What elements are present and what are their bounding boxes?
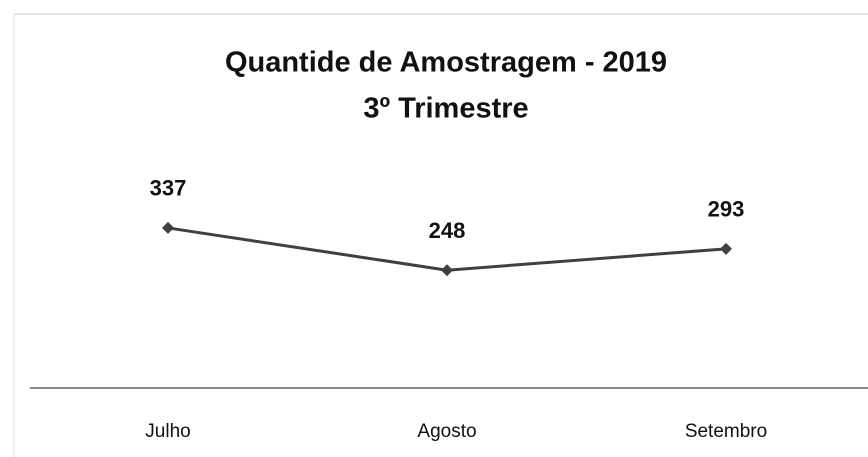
- chart-subtitle: 3º Trimestre: [363, 93, 528, 125]
- x-tick-label: Agosto: [417, 421, 476, 442]
- marker: [162, 221, 174, 234]
- chart-title: Quantide de Amostragem - 2019: [225, 47, 667, 79]
- data-label: 248: [429, 218, 466, 243]
- x-tick-label: Julho: [145, 421, 190, 442]
- data-label: 337: [150, 176, 187, 201]
- x-tick-label: Setembro: [685, 421, 767, 442]
- marker: [441, 264, 453, 277]
- marker: [720, 242, 732, 255]
- data-label: 293: [708, 197, 745, 222]
